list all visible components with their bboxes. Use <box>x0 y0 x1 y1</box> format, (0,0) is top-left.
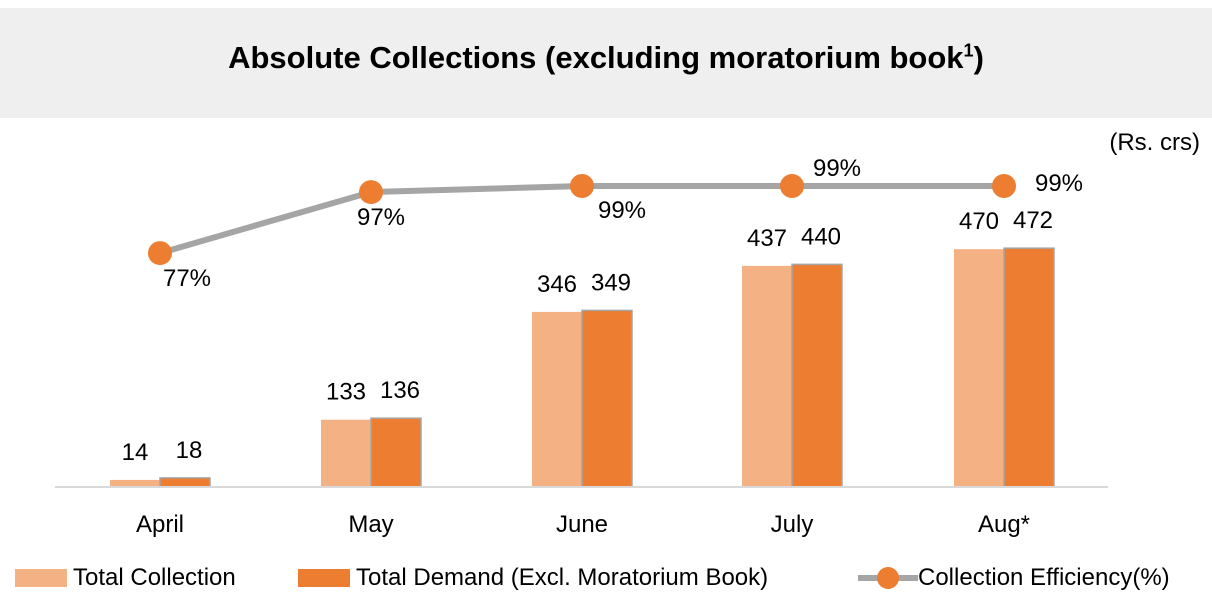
value-label-total-collection-april: 14 <box>122 439 149 466</box>
collection-efficiency-label-april: 77% <box>163 265 211 292</box>
collection-efficiency-label-june: 99% <box>598 197 646 224</box>
category-label-june: June <box>556 511 608 538</box>
legend-swatch-total-collection <box>15 569 67 587</box>
collection-efficiency-label-aug: 99% <box>1035 170 1083 197</box>
legend-swatch-total-demand <box>298 569 350 587</box>
value-label-total-demand-aug: 472 <box>1013 207 1053 234</box>
chart-title: Absolute Collections (excluding moratori… <box>228 40 984 75</box>
value-label-total-demand-june: 349 <box>591 269 631 296</box>
value-label-total-collection-may: 133 <box>326 379 366 406</box>
value-label-total-collection-june: 346 <box>537 271 577 298</box>
collection-efficiency-point-may <box>359 180 383 205</box>
bar-total-collection-july <box>742 265 792 487</box>
collection-efficiency-point-july <box>780 174 804 198</box>
collection-efficiency-point-april <box>148 241 172 266</box>
value-label-total-collection-aug: 470 <box>959 208 999 235</box>
collection-efficiency-label-july: 99% <box>813 155 861 182</box>
value-label-total-collection-july: 437 <box>747 225 787 252</box>
collection-efficiency-point-june <box>570 174 594 198</box>
collection-efficiency-point-aug <box>992 174 1016 198</box>
category-label-april: April <box>136 511 184 538</box>
legend-label-collection-efficiency: Collection Efficiency(%) <box>918 564 1170 591</box>
collection-efficiency-label-may: 97% <box>357 204 405 231</box>
bar-total-collection-april <box>110 479 160 487</box>
category-label-may: May <box>348 511 393 538</box>
bar-total-demand-april <box>159 477 211 488</box>
bar-total-demand-aug <box>1003 247 1055 488</box>
bar-total-demand-june <box>581 309 633 488</box>
category-label-aug: Aug* <box>978 511 1030 538</box>
bar-total-demand-july <box>791 263 843 488</box>
legend-label-total-collection: Total Collection <box>73 564 236 591</box>
legend-collection-efficiency: Collection Efficiency(%) <box>858 563 1170 593</box>
legend-swatch-collection-efficiency <box>858 567 918 589</box>
title-band <box>0 8 1212 118</box>
bar-total-demand-may <box>370 417 422 488</box>
category-label-july: July <box>771 511 814 538</box>
value-label-total-demand-july: 440 <box>801 223 841 250</box>
legend-label-total-demand: Total Demand (Excl. Moratorium Book) <box>356 564 769 591</box>
value-label-total-demand-may: 136 <box>380 377 420 404</box>
bar-total-collection-may <box>321 419 371 487</box>
bar-total-collection-aug <box>954 249 1004 487</box>
legend-total-demand: Total Demand (Excl. Moratorium Book) <box>298 563 768 593</box>
bar-total-collection-june <box>532 311 582 487</box>
legend-total-collection: Total Collection <box>15 563 236 593</box>
unit-label: (Rs. crs) <box>1109 129 1200 156</box>
value-label-total-demand-april: 18 <box>176 437 203 464</box>
